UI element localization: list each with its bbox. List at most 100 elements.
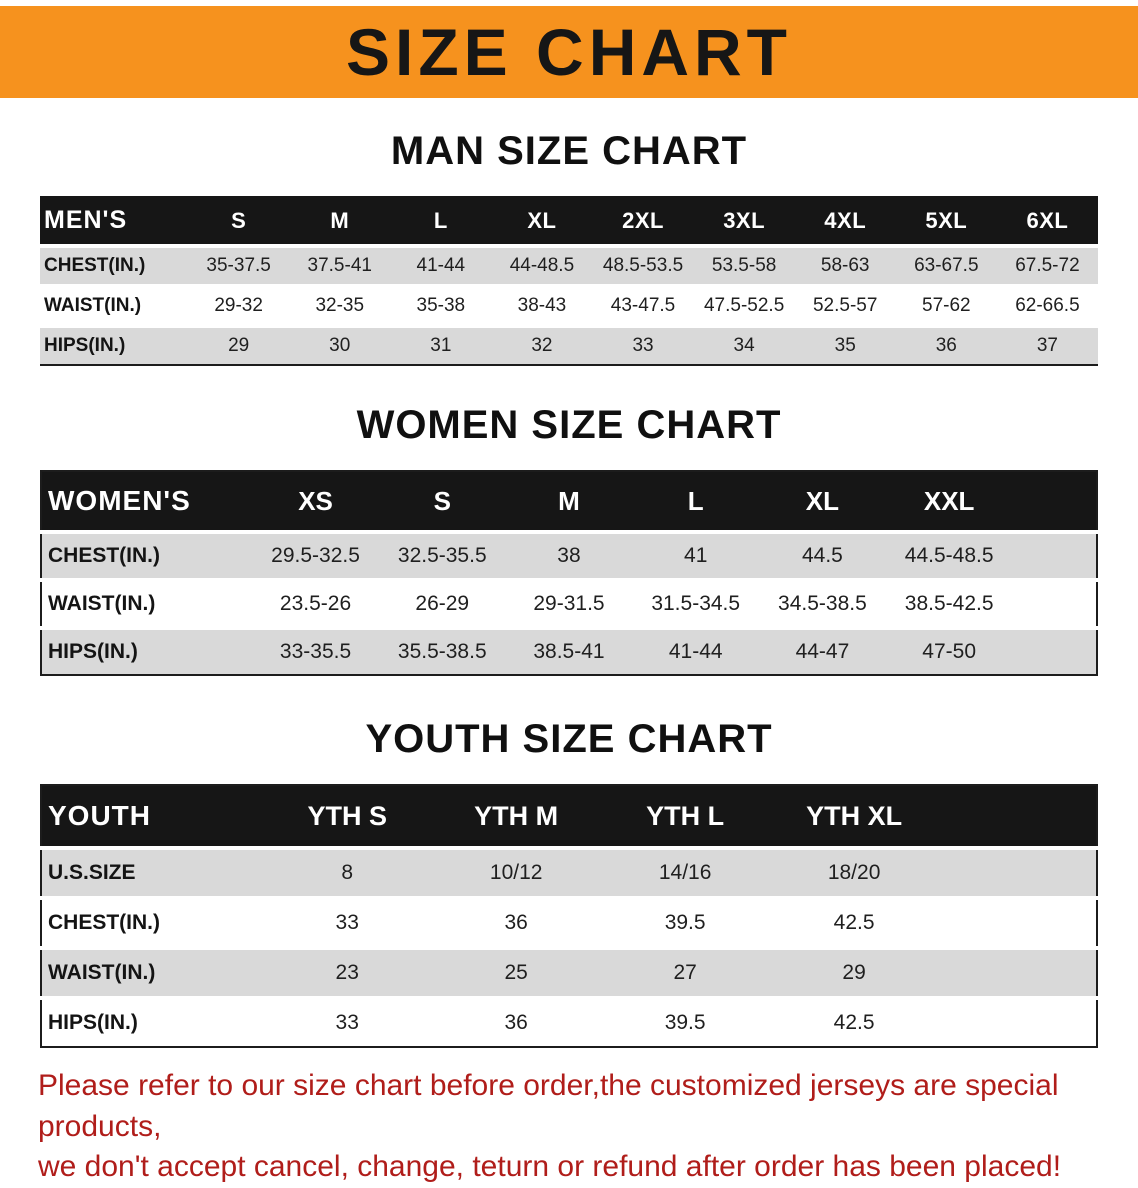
row-label-cell: WAIST(IN.) xyxy=(41,580,253,628)
size-header-cell: L xyxy=(390,196,492,246)
table-title-cell: WOMEN'S xyxy=(41,471,253,532)
size-value-cell: 25 xyxy=(431,948,601,998)
size-value-cell: 38-43 xyxy=(491,286,593,326)
data-row: CHEST(IN.) 29.5-32.5 32.5-35.5 38 41 44.5 44.5… xyxy=(41,532,1097,580)
size-value-cell: 10/12 xyxy=(431,848,601,898)
size-value-cell: 32.5-35.5 xyxy=(378,532,506,580)
youth-section-heading: YOUTH SIZE CHART xyxy=(365,717,773,761)
spacer-cell xyxy=(1012,628,1097,675)
size-value-cell: 33-35.5 xyxy=(252,628,379,675)
women-size-table: WOMEN'S XS S M L XL XXL CHEST(IN.) 29.5-32.5 32.5… xyxy=(40,470,1098,676)
size-value-cell: 42.5 xyxy=(769,998,939,1047)
size-value-cell: 32 xyxy=(491,326,593,365)
disclaimer-text: Please refer to our size chart before or… xyxy=(38,1066,1100,1188)
size-header-cell: YTH XL xyxy=(769,785,939,848)
size-value-cell: 31 xyxy=(390,326,492,365)
disclaimer-line-1: Please refer to our size chart before or… xyxy=(38,1069,1059,1143)
size-header-cell: 2XL xyxy=(592,196,694,246)
header-row: MEN'S S M L XL 2XL 3XL 4XL 5XL 6XL xyxy=(40,196,1098,246)
women-section-heading: WOMEN SIZE CHART xyxy=(356,403,782,447)
size-header-cell: XS xyxy=(252,471,379,532)
row-label-cell: CHEST(IN.) xyxy=(41,532,253,580)
row-label-cell: HIPS(IN.) xyxy=(41,628,253,675)
table-title-cell: YOUTH xyxy=(41,785,263,848)
size-value-cell: 30 xyxy=(289,326,391,365)
men-section-heading: MAN SIZE CHART xyxy=(390,129,748,173)
size-value-cell: 53.5-58 xyxy=(693,246,795,286)
size-value-cell: 41 xyxy=(632,532,760,580)
size-value-cell: 41-44 xyxy=(390,246,492,286)
size-header-cell: YTH M xyxy=(431,785,601,848)
spacer-cell xyxy=(938,898,1097,948)
data-row: U.S.SIZE 8 10/12 14/16 18/20 xyxy=(41,848,1097,898)
size-value-cell: 33 xyxy=(262,898,432,948)
size-value-cell: 42.5 xyxy=(769,898,939,948)
spacer-cell xyxy=(938,785,1097,848)
size-value-cell: 29-31.5 xyxy=(505,580,633,628)
size-header-cell: S xyxy=(378,471,506,532)
size-header-cell: XL xyxy=(759,471,886,532)
size-header-cell: XL xyxy=(491,196,593,246)
size-header-cell: S xyxy=(188,196,290,246)
data-row: CHEST(IN.) 33 36 39.5 42.5 xyxy=(41,898,1097,948)
data-row: WAIST(IN.) 23 25 27 29 xyxy=(41,948,1097,998)
size-value-cell: 47-50 xyxy=(885,628,1013,675)
size-value-cell: 31.5-34.5 xyxy=(632,580,760,628)
size-value-cell: 29 xyxy=(188,326,290,365)
size-value-cell: 38.5-42.5 xyxy=(885,580,1013,628)
header-row: WOMEN'S XS S M L XL XXL xyxy=(41,471,1097,532)
spacer-cell xyxy=(1012,471,1097,532)
size-value-cell: 39.5 xyxy=(600,898,770,948)
size-value-cell: 38 xyxy=(505,532,633,580)
data-row: WAIST(IN.) 29-32 32-35 35-38 38-43 43-47.5 47.… xyxy=(40,286,1098,326)
data-row: HIPS(IN.) 33-35.5 35.5-38.5 38.5-41 41-44 44-… xyxy=(41,628,1097,675)
size-value-cell: 35 xyxy=(794,326,896,365)
page-title: SIZE CHART xyxy=(346,15,792,89)
men-size-section: MAN SIZE CHART MEN'S S M L XL 2XL 3XL 4XL 5XL 6XL… xyxy=(0,128,1138,366)
size-value-cell: 29.5-32.5 xyxy=(252,532,379,580)
size-value-cell: 26-29 xyxy=(378,580,506,628)
size-value-cell: 44.5-48.5 xyxy=(885,532,1013,580)
size-header-cell: 4XL xyxy=(794,196,896,246)
size-value-cell: 35-38 xyxy=(390,286,492,326)
size-value-cell: 52.5-57 xyxy=(794,286,896,326)
size-header-cell: 5XL xyxy=(895,196,997,246)
size-value-cell: 44-47 xyxy=(759,628,886,675)
size-chart-page: SIZE CHART MAN SIZE CHART MEN'S S M L XL 2XL 3… xyxy=(0,6,1138,1183)
size-value-cell: 35-37.5 xyxy=(188,246,290,286)
size-value-cell: 32-35 xyxy=(289,286,391,326)
title-banner: SIZE CHART xyxy=(0,6,1138,98)
youth-size-table: YOUTH YTH S YTH M YTH L YTH XL U.S.SIZE 8 10/12… xyxy=(40,784,1098,1048)
size-value-cell: 62-66.5 xyxy=(996,286,1098,326)
data-row: HIPS(IN.) 33 36 39.5 42.5 xyxy=(41,998,1097,1047)
size-value-cell: 18/20 xyxy=(769,848,939,898)
spacer-cell xyxy=(938,848,1097,898)
size-value-cell: 48.5-53.5 xyxy=(592,246,694,286)
size-value-cell: 29 xyxy=(769,948,939,998)
row-label-cell: WAIST(IN.) xyxy=(41,948,263,998)
size-value-cell: 57-62 xyxy=(895,286,997,326)
size-value-cell: 44-48.5 xyxy=(491,246,593,286)
size-value-cell: 33 xyxy=(592,326,694,365)
size-value-cell: 35.5-38.5 xyxy=(378,628,506,675)
size-value-cell: 39.5 xyxy=(600,998,770,1047)
size-value-cell: 63-67.5 xyxy=(895,246,997,286)
size-value-cell: 27 xyxy=(600,948,770,998)
size-value-cell: 36 xyxy=(431,898,601,948)
spacer-cell xyxy=(1012,580,1097,628)
size-value-cell: 67.5-72 xyxy=(996,246,1098,286)
size-header-cell: M xyxy=(289,196,391,246)
row-label-cell: WAIST(IN.) xyxy=(40,286,189,326)
size-value-cell: 34 xyxy=(693,326,795,365)
size-value-cell: 14/16 xyxy=(600,848,770,898)
youth-size-section: YOUTH SIZE CHART YOUTH YTH S YTH M YTH L YTH… xyxy=(0,716,1138,1048)
header-row: YOUTH YTH S YTH M YTH L YTH XL xyxy=(41,785,1097,848)
size-value-cell: 41-44 xyxy=(632,628,760,675)
row-label-cell: HIPS(IN.) xyxy=(41,998,263,1047)
size-header-cell: XXL xyxy=(885,471,1013,532)
size-value-cell: 8 xyxy=(262,848,432,898)
row-label-cell: HIPS(IN.) xyxy=(40,326,189,365)
row-label-cell: CHEST(IN.) xyxy=(40,246,189,286)
row-label-cell: CHEST(IN.) xyxy=(41,898,263,948)
size-header-cell: YTH S xyxy=(262,785,432,848)
